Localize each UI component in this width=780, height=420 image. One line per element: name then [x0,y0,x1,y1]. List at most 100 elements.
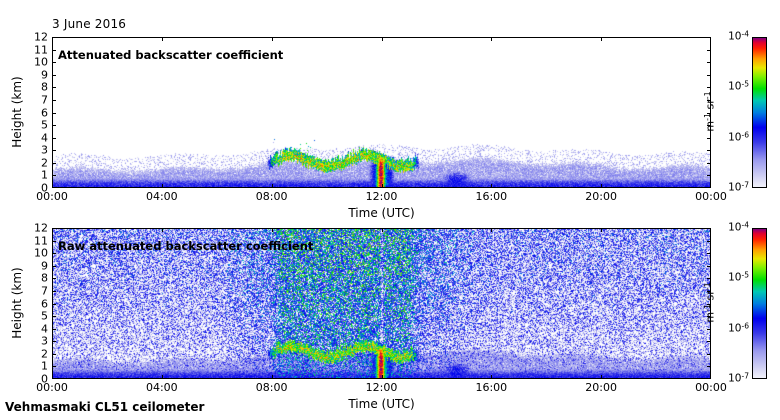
y-tick-label: 2 [41,347,48,361]
colorbar-tick-label: 10-5 [728,270,749,284]
colorbar-tick-label: 10-6 [728,320,749,335]
panel-title-top: Attenuated backscatter coefficient [58,48,284,62]
y-tick-mark [707,378,711,379]
panel-attenuated-backscatter: Attenuated backscatter coefficient [52,37,711,188]
y-tick-label: 10 [34,55,48,69]
x-tick-label: 00:00 [36,190,68,203]
y-tick-mark [707,187,711,188]
x-tick-mark [491,228,493,232]
y-tick-label: 5 [41,118,48,132]
y-tick-mark [52,187,56,188]
x-tick-mark [271,37,273,41]
y-tick-mark [707,253,711,255]
x-tick-mark [491,184,493,188]
x-tick-mark [710,184,711,188]
y-axis-ticks-top: 0 1 2 3 4 5 6 7 8 9 10 11 12 [18,32,48,194]
y-tick-label: 3 [41,143,48,157]
x-tick-mark [52,375,53,379]
y-tick-mark [52,341,56,343]
colorbar-ticks-bottom: 10-7 10-6 10-5 10-4 [723,221,749,384]
y-tick-mark [707,290,711,292]
colorbar-bottom [752,228,767,379]
x-tick-mark [601,375,603,379]
y-tick-label: 9 [41,68,48,82]
y-tick-label: 7 [41,284,48,298]
y-tick-mark [707,328,711,330]
y-axis-title-top: Height (km) [10,75,24,148]
y-tick-mark [52,253,56,255]
y-tick-label: 11 [34,43,48,57]
x-axis-title-top: Time (UTC) [348,206,415,220]
colorbar-ticks-top: 10-7 10-6 10-5 10-4 [723,30,749,193]
x-tick-label: 08:00 [255,190,288,203]
y-tick-mark [707,353,711,355]
y-tick-mark [707,316,711,318]
y-tick-mark [52,137,56,139]
y-tick-mark [707,303,711,305]
y-tick-mark [52,125,56,127]
panel-title-bottom: Raw attenuated backscatter coefficient [58,239,314,253]
colorbar-tick-label: 10-4 [728,29,749,43]
y-tick-mark [52,316,56,318]
y-tick-mark [707,175,711,177]
y-tick-label: 3 [41,334,48,348]
x-tick-mark [161,228,163,232]
x-tick-mark [491,37,493,41]
y-tick-mark [707,87,711,89]
heatmap-canvas-top [53,38,710,187]
colorbar-tick-label: 10-4 [728,220,749,234]
y-tick-mark [707,150,711,152]
x-tick-mark [710,228,711,232]
plot-area-bottom [52,228,711,379]
x-tick-label: 20:00 [585,381,618,394]
y-tick-mark [52,112,56,114]
colorbar-top [752,37,767,188]
y-tick-label: 0 [41,181,48,195]
y-tick-mark [707,228,711,229]
x-tick-label: 20:00 [585,190,618,203]
y-tick-mark [707,74,711,76]
x-tick-mark [52,228,53,232]
y-tick-mark [52,278,56,280]
y-tick-mark [52,49,56,51]
y-tick-mark [52,303,56,305]
x-tick-label: 16:00 [475,381,508,394]
y-tick-label: 10 [34,246,48,260]
y-tick-mark [707,265,711,267]
y-tick-mark [707,162,711,164]
y-tick-label: 12 [34,221,48,235]
y-tick-mark [707,278,711,280]
y-tick-label: 12 [34,30,48,44]
x-tick-mark [381,184,383,188]
x-axis-ticks-top: 00:00 04:00 08:00 12:00 16:00 20:00 00:00 [36,190,727,205]
y-tick-mark [707,240,711,242]
x-tick-mark [710,375,711,379]
y-tick-label: 9 [41,259,48,273]
x-axis-ticks-bottom: 00:00 04:00 08:00 12:00 16:00 20:00 00:00 [36,381,727,396]
colorbar-tick-label: 10-7 [728,180,749,194]
y-tick-mark [52,87,56,89]
panel-raw-attenuated-backscatter: Raw attenuated backscatter coefficient [52,228,711,379]
y-tick-mark [52,150,56,152]
x-tick-mark [271,375,273,379]
x-tick-mark [710,37,711,41]
y-tick-mark [52,366,56,368]
x-tick-label: 08:00 [255,381,288,394]
colorbar-tick-label: 10-6 [728,129,749,144]
x-tick-mark [601,184,603,188]
y-tick-mark [707,366,711,368]
y-tick-label: 11 [34,234,48,248]
x-tick-mark [271,184,273,188]
x-tick-label: 04:00 [145,381,178,394]
x-tick-label: 00:00 [36,381,68,394]
y-tick-label: 1 [41,359,48,373]
x-tick-mark [381,375,383,379]
y-tick-mark [52,37,56,38]
x-tick-mark [271,228,273,232]
y-tick-mark [52,99,56,101]
y-tick-mark [52,378,56,379]
plot-area-top [52,37,711,188]
colorbar-tick-label: 10-7 [728,371,749,385]
y-tick-mark [52,240,56,242]
x-tick-mark [381,37,383,41]
